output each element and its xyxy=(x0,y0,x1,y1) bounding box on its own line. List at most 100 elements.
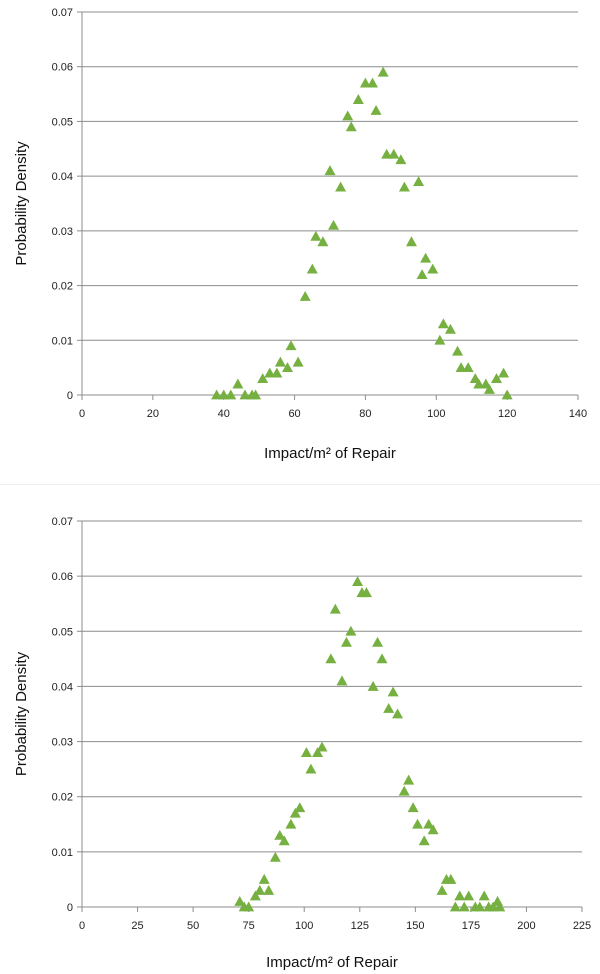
chart-panel-bottom: 0 0.01 0.02 0.03 0.04 0.05 0.06 0.07 0 25 50 75 100 1… xyxy=(0,484,600,974)
data-point-triangle xyxy=(452,345,464,356)
x-tick-label: 225 xyxy=(573,920,591,932)
y-tick-label: 0.02 xyxy=(52,281,73,293)
data-point-triangle xyxy=(420,252,432,263)
data-point-triangle xyxy=(345,121,357,132)
data-point-triangle xyxy=(458,901,470,912)
x-tick-label: 75 xyxy=(243,920,255,932)
data-point-triangle xyxy=(405,236,417,247)
x-tick-label: 140 xyxy=(569,408,587,420)
data-point-triangle xyxy=(232,378,244,389)
data-point-triangle xyxy=(211,389,223,400)
data-point-triangle xyxy=(367,680,379,691)
data-point-triangle xyxy=(436,884,448,895)
data-point-triangle xyxy=(423,818,435,829)
data-point-triangle xyxy=(285,340,297,351)
data-point-triangle xyxy=(367,77,379,88)
data-point-triangle xyxy=(269,851,281,862)
data-point-triangle xyxy=(335,181,347,192)
data-point-triangle xyxy=(340,636,352,647)
y-tick-label: 0.05 xyxy=(52,116,73,128)
data-point-triangle xyxy=(306,263,318,274)
y-tick-label: 0.01 xyxy=(52,335,73,347)
data-point-triangle xyxy=(281,362,293,373)
data-point-triangle xyxy=(434,334,446,345)
data-point-triangle xyxy=(412,818,424,829)
data-point-triangle xyxy=(437,318,449,329)
data-point-triangle xyxy=(427,263,439,274)
data-point-triangle xyxy=(254,884,266,895)
y-tick-label: 0.06 xyxy=(52,62,73,74)
data-point-triangle xyxy=(418,835,430,846)
data-point-triangle xyxy=(274,356,286,367)
x-tick-label: 0 xyxy=(79,920,85,932)
data-point-triangle xyxy=(463,890,475,901)
data-point-triangle xyxy=(398,785,410,796)
data-point-triangle xyxy=(449,901,461,912)
data-point-triangle xyxy=(501,389,513,400)
data-point-triangle xyxy=(462,362,474,373)
data-point-triangle xyxy=(360,587,372,598)
x-tick-label: 80 xyxy=(359,408,371,420)
data-point-triangle xyxy=(324,165,336,176)
y-tick-label: 0.07 xyxy=(52,7,73,19)
data-point-triangle xyxy=(329,603,341,614)
data-point-triangle xyxy=(336,675,348,686)
data-point-triangle xyxy=(264,367,276,378)
data-point-triangle xyxy=(474,901,486,912)
data-point-triangle xyxy=(325,653,337,664)
x-axis-title: Impact/m² of Repair xyxy=(264,445,396,462)
data-point-triangle xyxy=(271,367,283,378)
data-point-triangle xyxy=(352,94,364,104)
data-point-triangle xyxy=(289,807,301,818)
data-point-triangle xyxy=(388,148,400,159)
data-point-triangle xyxy=(317,236,329,247)
y-tick-label: 0.07 xyxy=(52,516,73,528)
data-point-triangle xyxy=(294,802,306,813)
data-point-triangle xyxy=(398,181,410,192)
data-point-triangle xyxy=(243,901,255,912)
y-tick-label: 0.04 xyxy=(52,171,73,183)
data-point-triangle xyxy=(316,741,328,752)
data-point-triangle xyxy=(407,802,419,813)
data-point-triangle xyxy=(342,110,354,121)
data-point-triangle xyxy=(300,747,312,757)
data-point-triangle xyxy=(250,389,262,400)
data-point-triangle xyxy=(473,378,485,389)
data-point-triangle xyxy=(392,708,404,719)
x-tick-label: 50 xyxy=(187,920,199,932)
data-point-triangle xyxy=(444,323,456,334)
data-point-triangle xyxy=(258,873,270,884)
scatter-chart-top: 0 0.01 0.02 0.03 0.04 0.05 0.06 0.07 0 20 40 60 80 10… xyxy=(13,7,587,462)
data-point-triangle xyxy=(234,895,246,906)
x-tick-label: 0 xyxy=(79,408,85,420)
data-point-triangle xyxy=(491,373,503,383)
scatter-chart-bottom: 0 0.01 0.02 0.03 0.04 0.05 0.06 0.07 0 25 50 75 100 1… xyxy=(13,516,591,971)
data-point-triangle xyxy=(498,367,510,378)
x-tick-label: 125 xyxy=(351,920,369,932)
y-tick-label: 0.03 xyxy=(52,226,73,238)
data-point-triangle xyxy=(278,835,290,846)
data-point-triangle xyxy=(413,176,425,187)
y-tick-label: 0 xyxy=(67,390,73,402)
data-point-triangle xyxy=(352,576,364,587)
data-point-triangle xyxy=(381,148,393,159)
y-tick-label: 0.06 xyxy=(52,571,73,583)
data-point-triangle xyxy=(285,818,297,829)
data-point-triangle xyxy=(263,884,275,895)
data-point-triangle xyxy=(427,824,439,835)
data-point-triangle xyxy=(416,269,428,280)
data-point-triangle xyxy=(372,636,384,647)
y-tick-label: 0.05 xyxy=(52,626,73,638)
y-tick-label: 0 xyxy=(67,902,73,914)
data-point-triangle xyxy=(299,291,311,301)
data-point-triangle xyxy=(492,895,504,906)
data-point-triangle xyxy=(305,763,317,774)
x-tick-label: 60 xyxy=(288,408,300,420)
data-point-triangle xyxy=(249,890,261,901)
data-point-triangle xyxy=(494,901,506,912)
data-point-triangle xyxy=(239,389,251,400)
data-point-triangle xyxy=(455,362,467,373)
x-tick-label: 40 xyxy=(218,408,230,420)
x-tick-label: 200 xyxy=(517,920,535,932)
